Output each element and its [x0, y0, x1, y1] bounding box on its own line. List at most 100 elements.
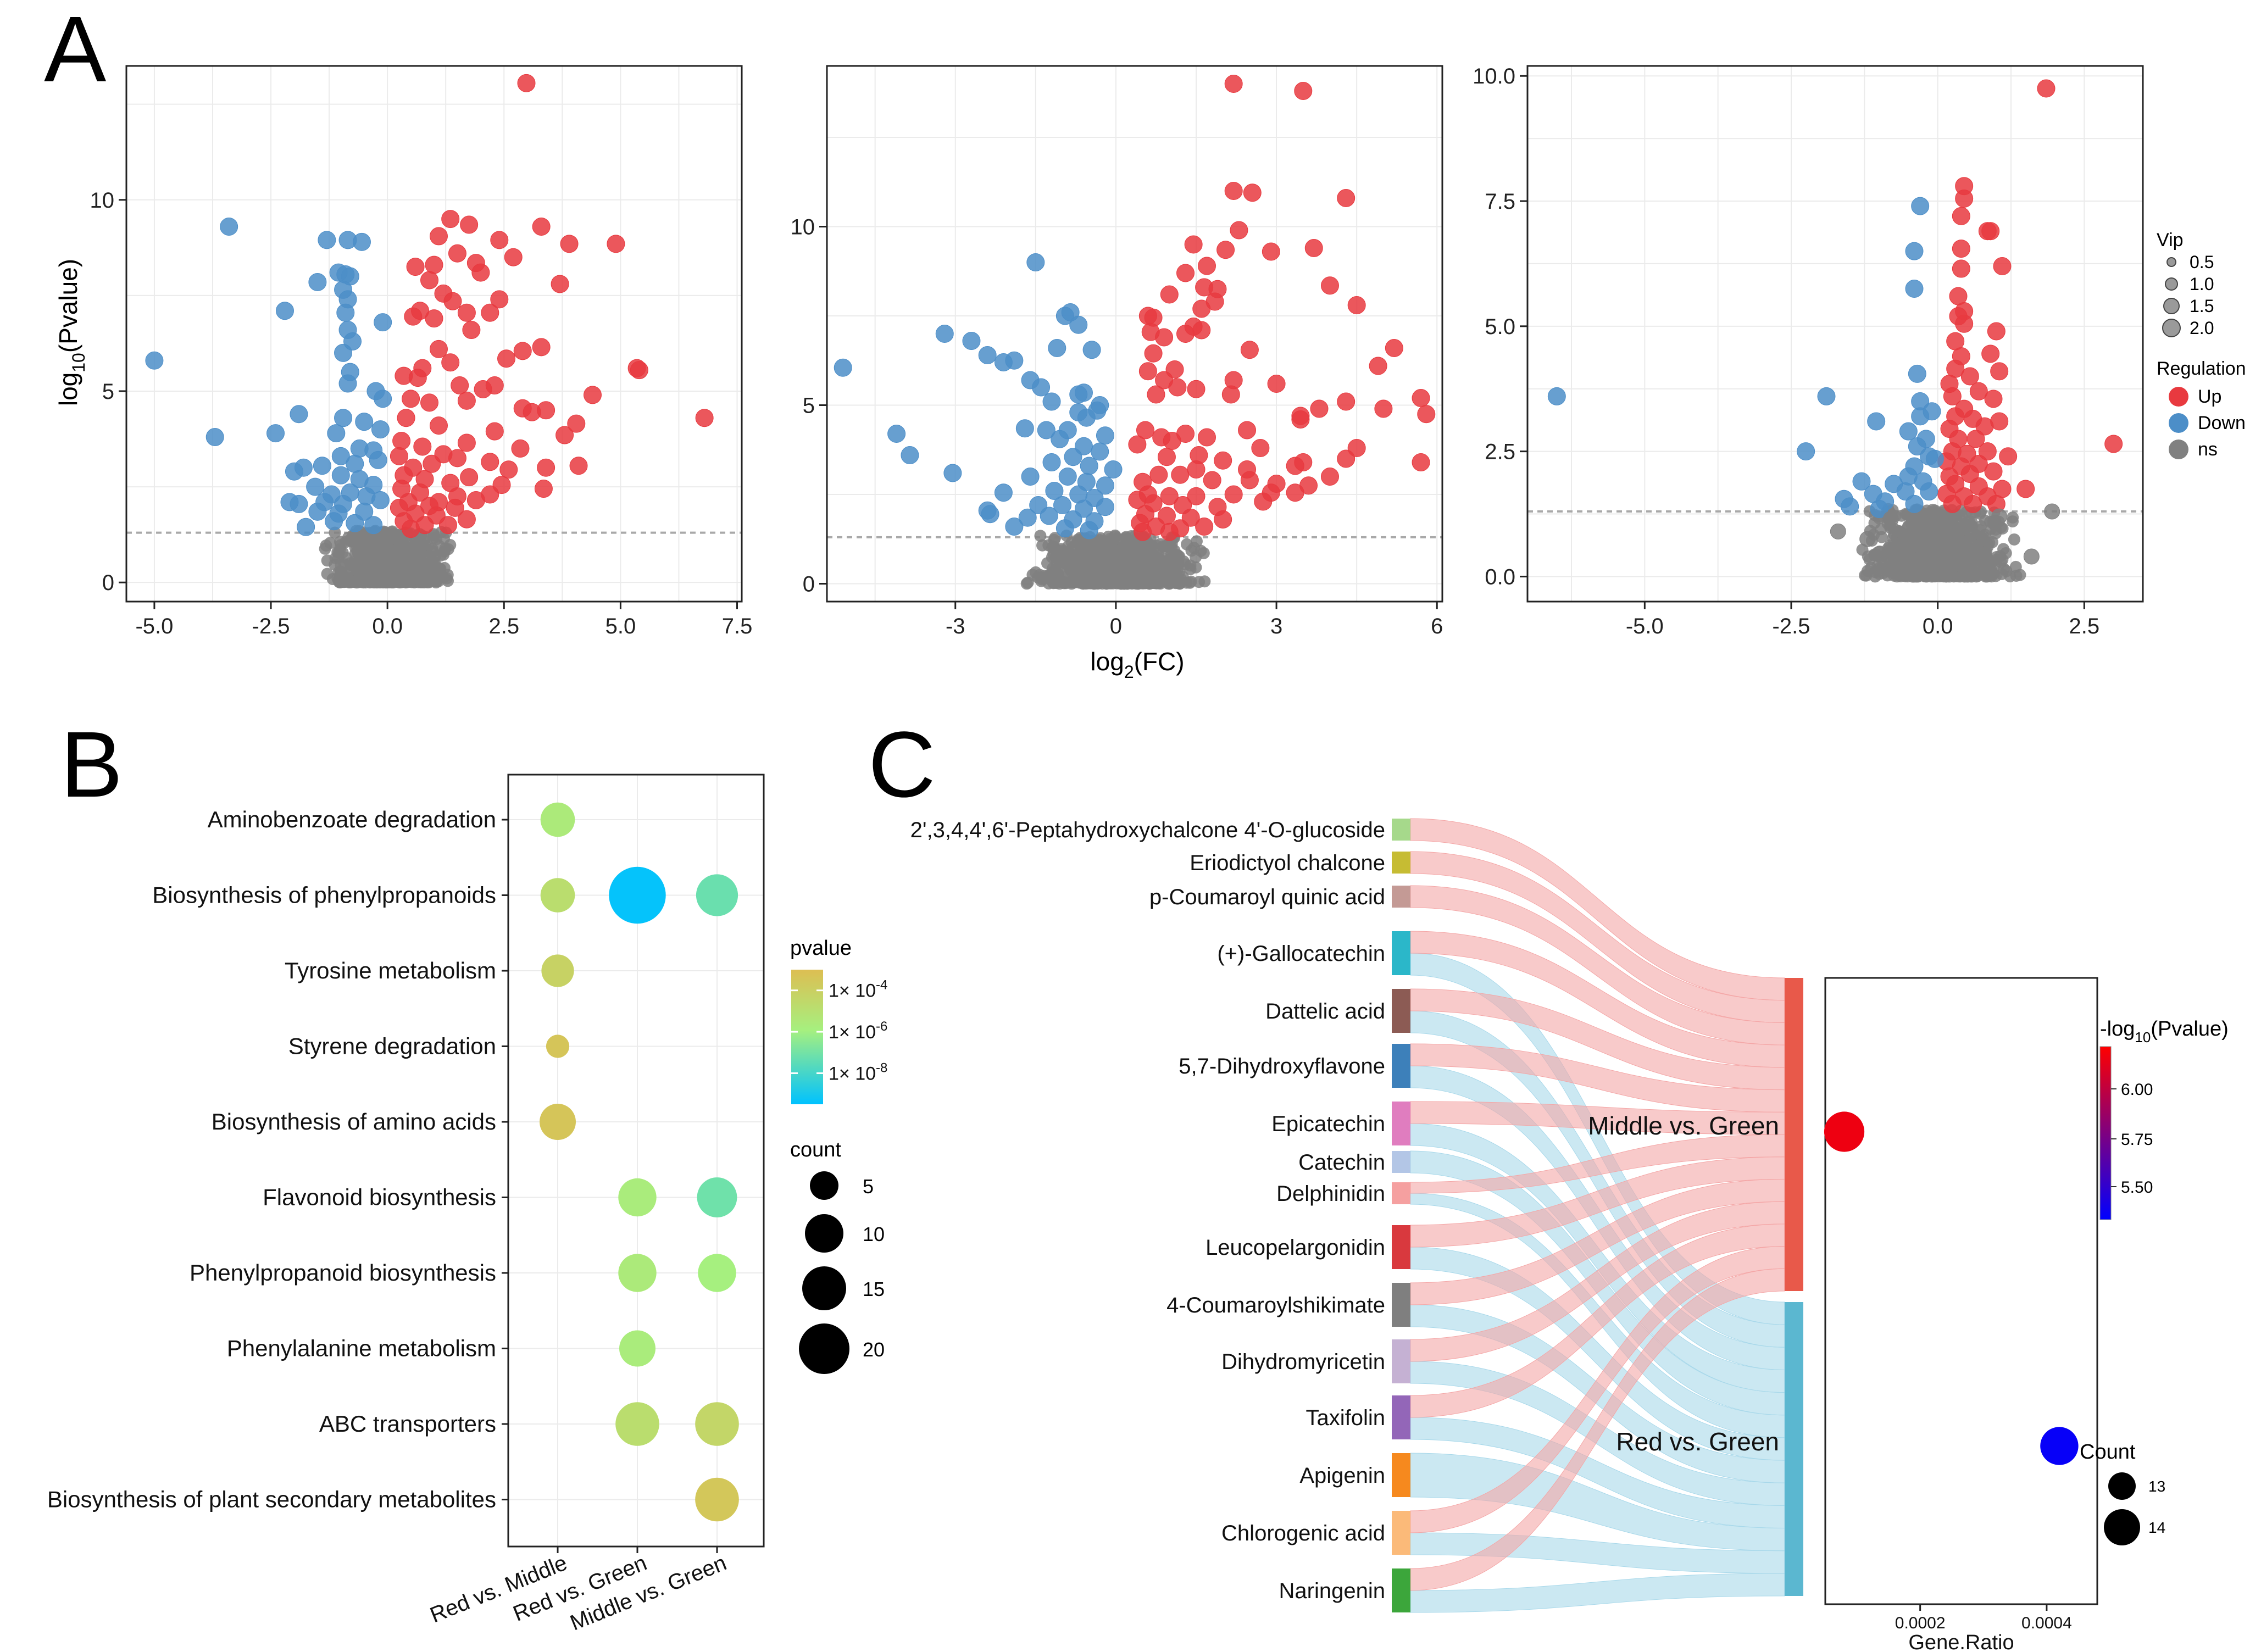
y-tick-label: 0 [102, 571, 114, 595]
up-point [1374, 399, 1393, 418]
up-point [481, 303, 499, 322]
regulation-legend-up: Up [2198, 386, 2221, 407]
down-point [1905, 494, 1924, 513]
ns-point [346, 575, 358, 588]
metabolite-label: Catechin [1298, 1150, 1385, 1175]
sankey-source-node [1392, 1044, 1410, 1088]
up-point [1984, 462, 2003, 481]
sankey-count-legend-label: 14 [2148, 1519, 2165, 1536]
count-legend-key [799, 1323, 849, 1374]
ns-point [364, 566, 377, 579]
up-point [1320, 276, 1339, 295]
up-point [537, 401, 555, 420]
x-tick-label: 7.5 [722, 614, 753, 638]
metabolite-label: Dihydromyricetin [1221, 1350, 1385, 1374]
down-point [334, 409, 353, 427]
down-point [1096, 476, 1114, 495]
down-point [369, 450, 387, 469]
down-point [1908, 364, 1926, 383]
down-point [308, 272, 327, 291]
enrichment-bubble [609, 866, 666, 924]
up-point [441, 210, 460, 229]
up-point [695, 409, 714, 427]
up-point [555, 426, 574, 444]
down-point [338, 374, 357, 393]
down-point [280, 493, 299, 511]
enrichment-bubble [695, 1477, 739, 1522]
enrichment-bubble [619, 1330, 655, 1367]
ns-point [1925, 518, 1937, 530]
up-point [1943, 387, 1962, 405]
ns-point [2008, 533, 2020, 546]
ns-point [1177, 555, 1190, 568]
up-point [1369, 357, 1387, 375]
ns-point [2009, 560, 2022, 573]
down-point [331, 466, 350, 485]
down-point [935, 325, 954, 343]
ns-point [1830, 523, 1846, 539]
volcano-frame [826, 65, 1443, 603]
ns-point [1190, 561, 1202, 574]
regulation-legend-down-key [2169, 413, 2188, 433]
up-point [390, 447, 408, 465]
down-point [1867, 412, 1886, 431]
ns-point [1029, 566, 1042, 579]
count-legend-label: 5 [863, 1175, 874, 1198]
metabolite-label: (+)-Gallocatechin [1217, 942, 1385, 966]
down-point [364, 516, 383, 535]
down-point [994, 353, 1013, 371]
dot-plot-point [2040, 1427, 2079, 1465]
down-point [346, 454, 364, 473]
up-point [460, 215, 479, 234]
up-point [1176, 264, 1195, 282]
ns-point [1887, 558, 1900, 570]
ns-point [1131, 560, 1144, 573]
down-point [994, 483, 1013, 502]
ns-point [1928, 543, 1941, 555]
up-point [1160, 522, 1179, 541]
up-point [1294, 82, 1313, 100]
logp-colorbar-label: 5.75 [2121, 1131, 2153, 1149]
up-point [466, 491, 485, 509]
count-legend-key [802, 1266, 846, 1310]
up-point [1203, 471, 1221, 490]
up-point [448, 449, 466, 468]
x-tick-label: -3 [946, 614, 965, 638]
sankey-source-node [1392, 1339, 1410, 1383]
up-point [1195, 518, 1214, 536]
up-point [392, 432, 411, 450]
down-point [1096, 498, 1114, 516]
down-point [327, 424, 346, 443]
up-point [1966, 430, 1985, 448]
pvalue-colorbar [791, 970, 823, 1104]
ns-point [1142, 558, 1155, 570]
down-point [834, 358, 852, 377]
down-point [887, 425, 906, 443]
sankey-source-node [1392, 1568, 1410, 1612]
ns-point [1116, 574, 1129, 586]
metabolite-label: Taxifolin [1306, 1406, 1385, 1430]
sankey-source-node [1392, 1283, 1410, 1327]
up-point [1168, 378, 1187, 397]
up-point [471, 263, 490, 282]
up-point [1251, 439, 1270, 457]
down-point [1055, 519, 1074, 538]
down-point [313, 457, 331, 475]
volcano-plot-3: -5.0 -2.5 0.0 2.5 0.0 2.5 5.0 7.5 10.0 [1473, 64, 2144, 638]
ns-point [350, 561, 363, 574]
ns-point [1951, 543, 1963, 556]
count-legend-title: count [790, 1138, 841, 1161]
enrichment-bubble [695, 1402, 739, 1446]
up-point [460, 468, 479, 487]
ns-point [382, 573, 395, 586]
volcano-frame [1526, 65, 2144, 603]
ns-point [1150, 577, 1163, 589]
ns-point [428, 568, 441, 580]
up-point [1240, 341, 1259, 359]
up-point [446, 498, 464, 517]
up-point [567, 414, 586, 433]
up-point [457, 433, 476, 452]
down-point [1037, 421, 1055, 440]
y-tick-label: 10 [90, 188, 115, 213]
